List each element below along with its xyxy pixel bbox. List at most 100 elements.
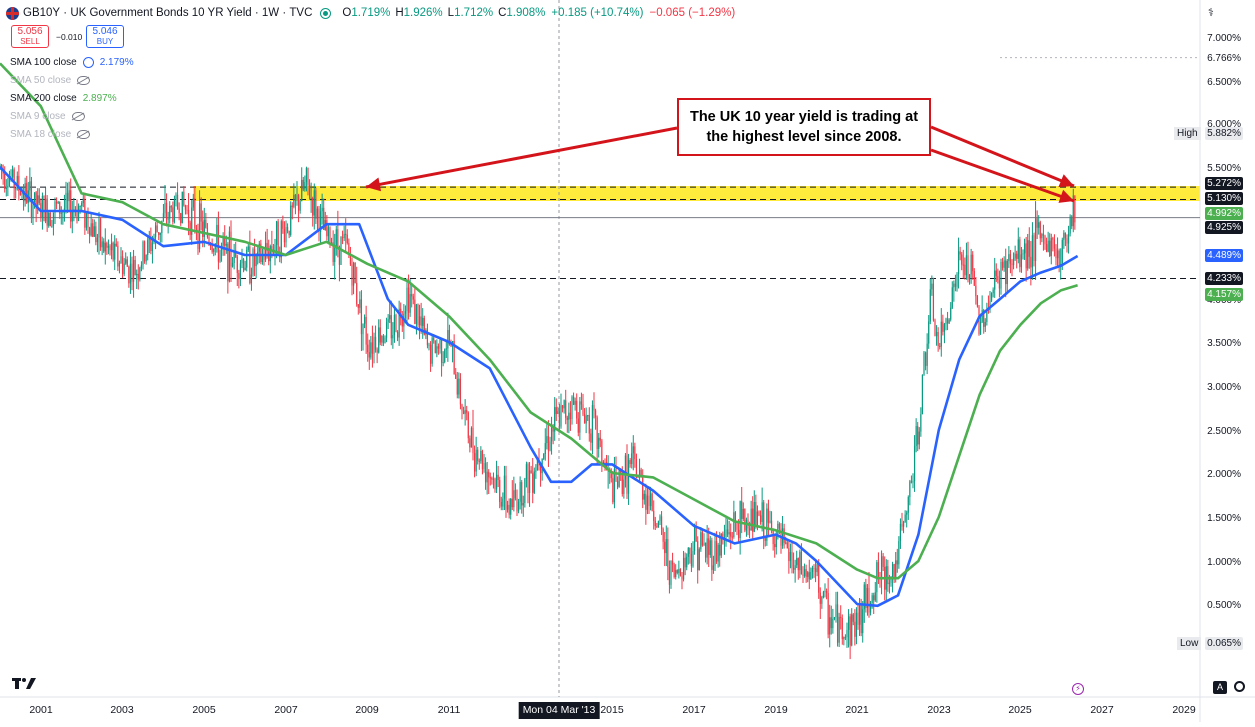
candle-body (458, 378, 460, 395)
low-value-label: 0.065% (1205, 637, 1243, 650)
candle-body (1016, 253, 1018, 259)
candle-body (887, 566, 889, 585)
y-tick-label: 5.500% (1207, 163, 1241, 174)
candle-body (1001, 261, 1004, 268)
candle-body (720, 533, 722, 556)
candle-body (506, 504, 509, 510)
candle-body (68, 190, 70, 202)
sma-settings-icon[interactable] (82, 56, 94, 68)
candle-body (477, 449, 479, 461)
candle-body (997, 276, 999, 281)
symbol-name[interactable]: GB10Y (23, 7, 61, 19)
candle-body (701, 532, 704, 546)
candle-body (170, 206, 172, 208)
candle-body (973, 271, 975, 286)
buy-button[interactable]: 5.046 BUY (86, 25, 124, 48)
candle-body (934, 320, 936, 337)
candle-body (26, 183, 28, 203)
candle-body (986, 309, 988, 322)
sma-100-line[interactable] (0, 166, 1079, 608)
sma-200-line[interactable] (0, 62, 1078, 580)
candle-body (194, 198, 196, 229)
legend-sma-9[interactable]: SMA 9 close (10, 109, 85, 123)
y-tick-label: 2.500% (1207, 426, 1241, 437)
sell-button[interactable]: 5.056 SELL (11, 25, 49, 48)
candle-body (857, 612, 859, 625)
candle-body (915, 426, 917, 446)
arrow-to-zone-bottom[interactable] (930, 148, 1075, 203)
candle-body (1030, 256, 1032, 268)
candle-body (700, 532, 702, 550)
candle-body (917, 426, 919, 445)
candle-body (70, 190, 72, 222)
x-tick-label: 2009 (355, 704, 379, 716)
candle-body (505, 475, 507, 510)
candle-body (750, 508, 752, 531)
legend-sma-200[interactable]: SMA 200 close 2.897% (10, 91, 117, 105)
candle-body (937, 331, 939, 347)
candle-body (620, 470, 622, 473)
price-label-5272: 5.272% (1205, 177, 1243, 190)
eye-hidden-icon[interactable] (71, 111, 85, 121)
legend-sma-100[interactable]: SMA 100 close 2.179% (10, 55, 134, 69)
candle-body (755, 501, 757, 527)
candle-body (406, 287, 408, 312)
legend-sma-18[interactable]: SMA 18 close (10, 127, 91, 141)
x-tick-label: 2029 (1172, 704, 1196, 716)
candle-body (19, 191, 22, 196)
candle-body (852, 614, 854, 622)
arrow-to-2008[interactable] (365, 126, 678, 189)
candle-body (797, 558, 799, 571)
sell-label: SELL (20, 37, 40, 46)
candle-body (918, 431, 920, 445)
candle-body (114, 243, 116, 260)
candle-body (346, 234, 348, 243)
y-tick-label: 6.500% (1207, 77, 1241, 88)
candle-body (180, 213, 182, 224)
candle-body (932, 283, 935, 321)
candle-body (601, 440, 603, 466)
candle-body (913, 445, 916, 482)
candle-body (631, 453, 633, 465)
candle-body (684, 557, 686, 568)
candle-body (305, 168, 308, 183)
candle-body (593, 405, 595, 411)
sma-100-label: SMA 100 close (10, 56, 77, 68)
candle-body (420, 316, 422, 326)
candle-body (981, 310, 983, 322)
low-key: L (447, 7, 455, 19)
arrow-to-zone-top[interactable] (930, 125, 1075, 188)
candle-body (431, 337, 433, 364)
legend-sma-50[interactable]: SMA 50 close (10, 73, 91, 87)
candle-body (571, 396, 573, 419)
gear-icon[interactable] (1234, 681, 1245, 692)
candle-body (1063, 232, 1065, 240)
candle-body (761, 502, 763, 522)
candle-body (374, 336, 377, 350)
candle-body (368, 352, 370, 358)
replay-icon[interactable]: ⚡ (1072, 683, 1084, 695)
candle-body (840, 616, 842, 619)
candle-body (198, 203, 201, 249)
candle-body (1049, 240, 1051, 256)
alert-bell-icon[interactable]: ⚕ (1208, 7, 1214, 19)
candle-body (739, 501, 741, 539)
candle-body (737, 529, 740, 539)
candle-body (1041, 234, 1043, 239)
auto-scale-button[interactable]: A (1213, 681, 1227, 694)
candle-body (805, 569, 807, 577)
candle-body (332, 242, 334, 263)
eye-hidden-icon[interactable] (77, 75, 91, 85)
eye-hidden-icon[interactable] (77, 129, 91, 139)
candle-body (961, 254, 963, 265)
candle-body (734, 512, 737, 523)
candle-body (84, 198, 86, 228)
candle-body (464, 410, 466, 414)
annotation-callout[interactable]: The UK 10 year yield is trading at the h… (677, 98, 931, 156)
interval-label[interactable]: 1W (261, 7, 280, 19)
candle-body (844, 637, 847, 639)
price-label-4157: 4.157% (1205, 288, 1243, 301)
candle-body (965, 255, 968, 276)
